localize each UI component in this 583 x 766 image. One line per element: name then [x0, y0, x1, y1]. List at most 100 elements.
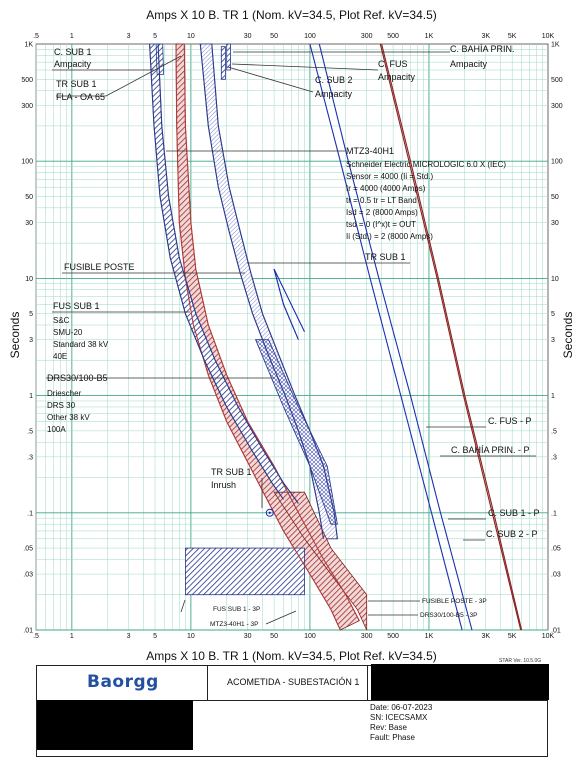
y-tick-label-left: .01	[23, 628, 33, 635]
label-fus-l4: 40E	[53, 352, 67, 361]
c-sub1-ampacity-mark	[155, 43, 165, 75]
label-mtz-l1: Schneider Electric MICROLOGIC 6.0 X (IEC…	[346, 160, 506, 169]
y-tick-label-right: 1K	[551, 42, 560, 49]
label-mtz-l5: Isd = 2 (8000 Amps)	[346, 208, 418, 217]
label-csub1-p: C. SUB 1 - P	[488, 508, 540, 518]
series-c-bah-a-prin-p-7	[379, 43, 522, 631]
label-mtz-l6: tsd = 0 (I^x)t = OUT	[346, 220, 416, 229]
x-tick-label-bottom: .5	[33, 633, 39, 640]
y-tick-label-right: .3	[551, 454, 557, 461]
meta-date: Date: 06-07-2023	[370, 703, 433, 712]
x-tick-label-top: 5	[153, 33, 157, 40]
y-tick-label-right: .03	[551, 572, 561, 579]
y-tick-label-left: .03	[23, 572, 33, 579]
y-tick-label-right: 1	[551, 393, 555, 400]
label-drs-l4: 100A	[47, 425, 66, 434]
label-c-sub1-amp: Ampacity	[54, 59, 92, 69]
y-tick-label-right: 5	[551, 311, 555, 318]
series-tr-sub1-dashed	[273, 268, 299, 340]
inrush-marker	[265, 508, 274, 517]
label-mtz-l7: Ii (Std.) = 2 (8000 Amps)	[346, 232, 433, 241]
x-tick-label-bottom: 1K	[425, 633, 434, 640]
series-c-fus-p-6	[381, 43, 523, 631]
label-fus-l3: Standard 38 kV	[53, 340, 109, 349]
drawing-title: ACOMETIDA - SUBESTACIÓN 1	[227, 677, 360, 687]
x-tick-label-top: .5	[33, 33, 39, 40]
label-drs-3p: DRS30/100-B5 - 3P	[420, 612, 477, 619]
label-mtz-l3: Ir = 4000 (4000 Amps)	[346, 184, 426, 193]
series-fusible-poste-1	[175, 43, 341, 631]
x-tick-label-top: 1	[70, 33, 74, 40]
drs-band	[273, 491, 368, 631]
redacted-box-bottom	[37, 700, 193, 750]
label-c-sub2: C. SUB 2	[315, 75, 353, 85]
series-mtz3-40h1-4	[199, 43, 325, 539]
y-tick-label-right: 30	[551, 220, 559, 227]
x-axis-title-bottom: Amps X 10 B. TR 1 (Nom. kV=34.5, Plot Re…	[146, 649, 437, 663]
series-tr-sub-1-11	[273, 268, 305, 333]
label-mtz-3p: MTZ3-40H1 - 3P	[210, 621, 258, 628]
y-tick-label-right: .05	[551, 546, 561, 553]
series-c-sub-1-p-8	[318, 43, 473, 631]
y-tick-label-left: .1	[27, 510, 33, 517]
x-tick-label-bottom: 10	[187, 633, 195, 640]
x-tick-label-bottom: 1	[70, 633, 74, 640]
label-inrush-2: Inrush	[211, 480, 236, 490]
series-fus-sub-1-3	[149, 43, 284, 500]
x-tick-label-bottom: 3K	[481, 633, 490, 640]
x-tick-label-top: 10K	[542, 33, 555, 40]
y-tick-label-left: 1	[29, 393, 33, 400]
y-tick-label-left: 30	[25, 220, 33, 227]
label-fusible-poste: FUSIBLE POSTE	[64, 262, 135, 272]
annotation-leaders	[46, 51, 536, 625]
y-tick-label-left: 1K	[24, 42, 33, 49]
y-tick-label-left: .5	[27, 428, 33, 435]
y-tick-label-left: 10	[25, 276, 33, 283]
x-tick-label-top: 5K	[508, 33, 517, 40]
leader-tr-sub1	[56, 55, 182, 97]
fus-sub1-instant-block	[185, 547, 305, 596]
inrush-point-dot	[268, 511, 271, 514]
curve-bands	[149, 43, 368, 631]
x-tick-label-top: 500	[387, 33, 399, 40]
label-mtz: MTZ3-40H1	[346, 146, 394, 156]
x-tick-label-top: 100	[304, 33, 316, 40]
label-cbahia-p: C. BAHÍA PRIN. - P	[451, 445, 530, 455]
series-c-sub-2-p-9	[309, 43, 463, 631]
y-tick-label-left: 3	[29, 337, 33, 344]
x-tick-label-bottom: 500	[387, 633, 399, 640]
x-tick-label-bottom: 50	[270, 633, 278, 640]
leader-fus-3p	[180, 599, 186, 613]
series-mtz3-40h1-5	[211, 43, 338, 539]
label-c-fus: C. FUS	[378, 59, 408, 69]
y-tick-label-right: 3	[551, 337, 555, 344]
x-tick-label-top: 50	[270, 33, 278, 40]
x-tick-label-top: 3	[127, 33, 131, 40]
leader-c-fus	[231, 63, 379, 71]
series-fus-sub-1-2	[157, 43, 299, 504]
x-tick-label-bottom: 3	[127, 633, 131, 640]
x-tick-label-bottom: 100	[304, 633, 316, 640]
x-tick-label-bottom: 30	[244, 633, 252, 640]
y-tick-label-right: 100	[551, 159, 563, 166]
label-c-sub2-amp: Ampacity	[315, 89, 353, 99]
title-divider-2	[367, 666, 368, 700]
y-tick-label-right: .1	[551, 510, 557, 517]
label-fus-3p: FUS SUB 1 - 3P	[213, 606, 260, 613]
y-tick-label-right: .5	[551, 428, 557, 435]
y-tick-label-left: 50	[25, 194, 33, 201]
label-fus-sub1: FUS SUB 1	[53, 301, 100, 311]
label-mtz-l2: Sensor = 4000 (Ii = Std.)	[346, 172, 433, 181]
y-tick-label-left: 300	[21, 103, 33, 110]
x-axis-title-top: Amps X 10 B. TR 1 (Nom. kV=34.5, Plot Re…	[146, 8, 437, 22]
series-fusible-poste-0	[183, 43, 360, 621]
x-tick-label-bottom: 10K	[542, 633, 555, 640]
label-drs-l3: Other 38 kV	[47, 413, 90, 422]
x-tick-label-top: 30	[244, 33, 252, 40]
title-block: STAR Ver. 10.5.0G Baorgg ACOMETIDA - SUB…	[36, 658, 549, 757]
x-tick-label-top: 1K	[425, 33, 434, 40]
label-c-fus-amp: Ampacity	[378, 72, 416, 82]
label-cfus-p: C. FUS - P	[488, 416, 532, 426]
label-tr-sub1: TR SUB 1	[56, 79, 97, 89]
y-tick-label-right: 500	[551, 77, 563, 84]
